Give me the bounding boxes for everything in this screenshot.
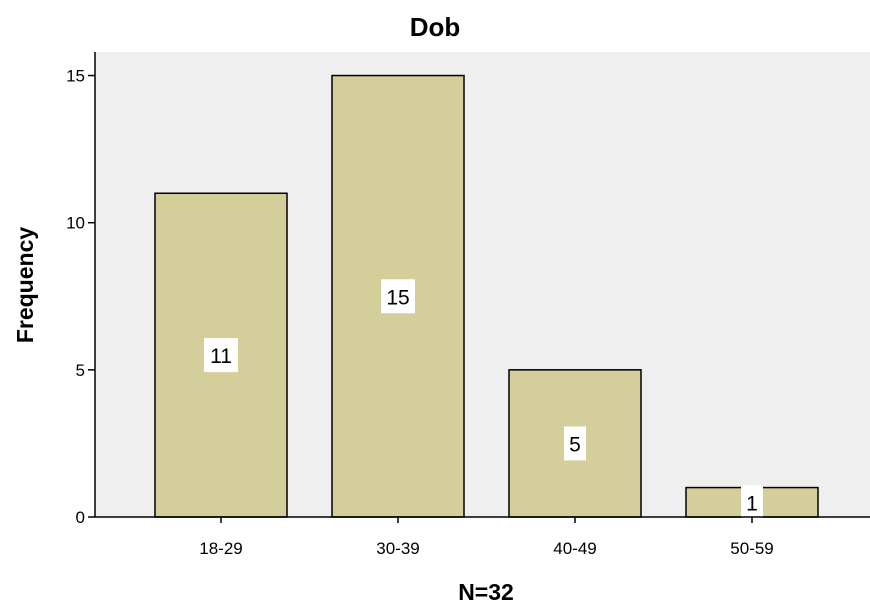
y-tick-label: 15 — [66, 67, 85, 86]
x-tick-label: 18-29 — [199, 539, 242, 558]
x-tick-label: 30-39 — [376, 539, 419, 558]
y-tick-label: 5 — [76, 361, 85, 380]
x-axis-ticks: 18-29 30-39 40-49 50-59 — [199, 517, 774, 558]
x-axis-label: N=32 — [458, 579, 514, 603]
y-tick-label: 0 — [76, 508, 85, 527]
data-label: 1 — [746, 492, 758, 515]
data-label: 5 — [569, 433, 581, 456]
data-label: 11 — [210, 345, 232, 368]
x-tick-label: 50-59 — [730, 539, 773, 558]
x-tick-label: 40-49 — [553, 539, 596, 558]
y-axis-ticks: 0 5 10 15 — [66, 67, 95, 527]
y-tick-label: 10 — [66, 214, 85, 233]
data-label-box — [741, 485, 763, 520]
y-axis-label: Frequency — [12, 227, 38, 344]
data-label: 15 — [386, 286, 409, 309]
data-label-box — [204, 338, 238, 373]
data-label-box — [564, 426, 586, 461]
chart-title: Dob — [410, 12, 461, 42]
data-label-box — [381, 279, 415, 314]
bar-labels-group: 11 15 5 1 — [204, 279, 763, 520]
